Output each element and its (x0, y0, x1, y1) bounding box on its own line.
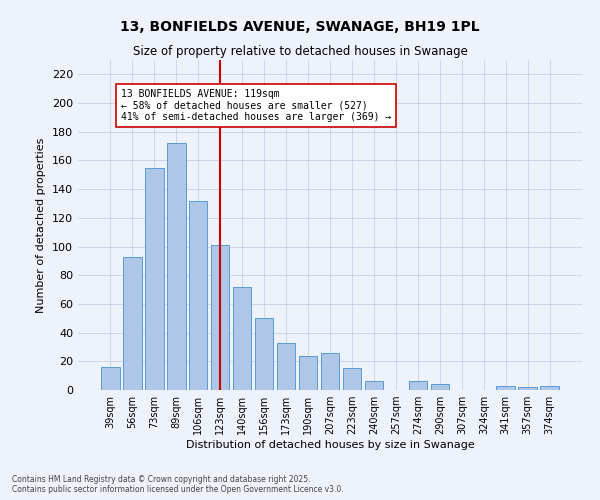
Bar (189, 200, 208, 390)
X-axis label: Distribution of detached houses by size in Swanage: Distribution of detached houses by size … (185, 440, 475, 450)
Text: Contains HM Land Registry data © Crown copyright and database right 2025.: Contains HM Land Registry data © Crown c… (12, 476, 311, 484)
Bar (167, 143, 185, 390)
Bar (101, 367, 119, 390)
Bar (299, 356, 317, 390)
Bar (496, 386, 515, 390)
Bar (255, 318, 274, 390)
Bar (320, 352, 340, 390)
Text: 13, BONFIELDS AVENUE, SWANAGE, BH19 1PL: 13, BONFIELDS AVENUE, SWANAGE, BH19 1PL (120, 20, 480, 34)
Bar (343, 368, 361, 390)
Bar (431, 384, 449, 390)
Bar (233, 286, 251, 390)
Bar (541, 386, 559, 390)
Bar (409, 382, 427, 390)
Text: Contains public sector information licensed under the Open Government Licence v3: Contains public sector information licen… (12, 486, 344, 494)
Text: 13 BONFIELDS AVENUE: 119sqm
← 58% of detached houses are smaller (527)
41% of se: 13 BONFIELDS AVENUE: 119sqm ← 58% of det… (121, 88, 391, 122)
Bar (277, 342, 295, 390)
Bar (123, 256, 142, 390)
Bar (365, 382, 383, 390)
Y-axis label: Number of detached properties: Number of detached properties (37, 138, 46, 312)
Bar (145, 168, 164, 390)
Bar (211, 245, 229, 390)
Text: Size of property relative to detached houses in Swanage: Size of property relative to detached ho… (133, 45, 467, 58)
Bar (518, 387, 537, 390)
